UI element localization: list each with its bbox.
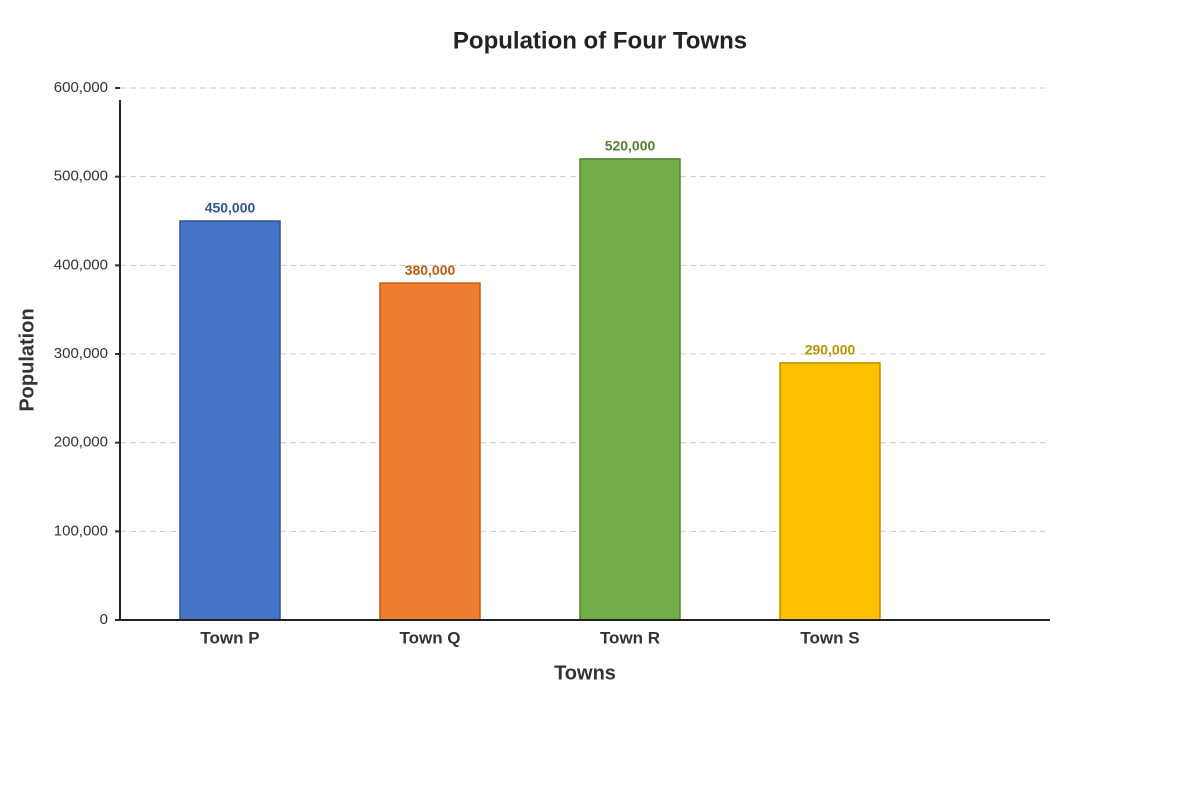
bar (179, 220, 281, 621)
x-tick-label: Town Q (399, 628, 460, 647)
value-label: 290,000 (805, 342, 856, 358)
x-tick-label: Town P (200, 628, 259, 647)
bar (379, 282, 481, 621)
value-label: 520,000 (605, 138, 656, 154)
y-tick-label: 400,000 (54, 256, 108, 273)
y-tick-label: 200,000 (54, 434, 108, 451)
y-tick-label: 600,000 (54, 79, 108, 96)
y-tick-label: 100,000 (54, 522, 108, 539)
bar (579, 158, 681, 621)
bar (779, 362, 881, 621)
chart-title: Population of Four Towns (453, 27, 747, 54)
value-label: 380,000 (405, 262, 456, 278)
y-tick-label: 0 (100, 611, 108, 628)
x-tick-label: Town S (800, 628, 859, 647)
x-tick-label: Town R (600, 628, 660, 647)
y-tick-label: 300,000 (54, 345, 108, 362)
x-axis-label: Towns (554, 662, 616, 684)
y-axis-label: Population (16, 308, 38, 411)
y-tick-label: 500,000 (54, 168, 108, 185)
value-label: 450,000 (205, 200, 256, 216)
